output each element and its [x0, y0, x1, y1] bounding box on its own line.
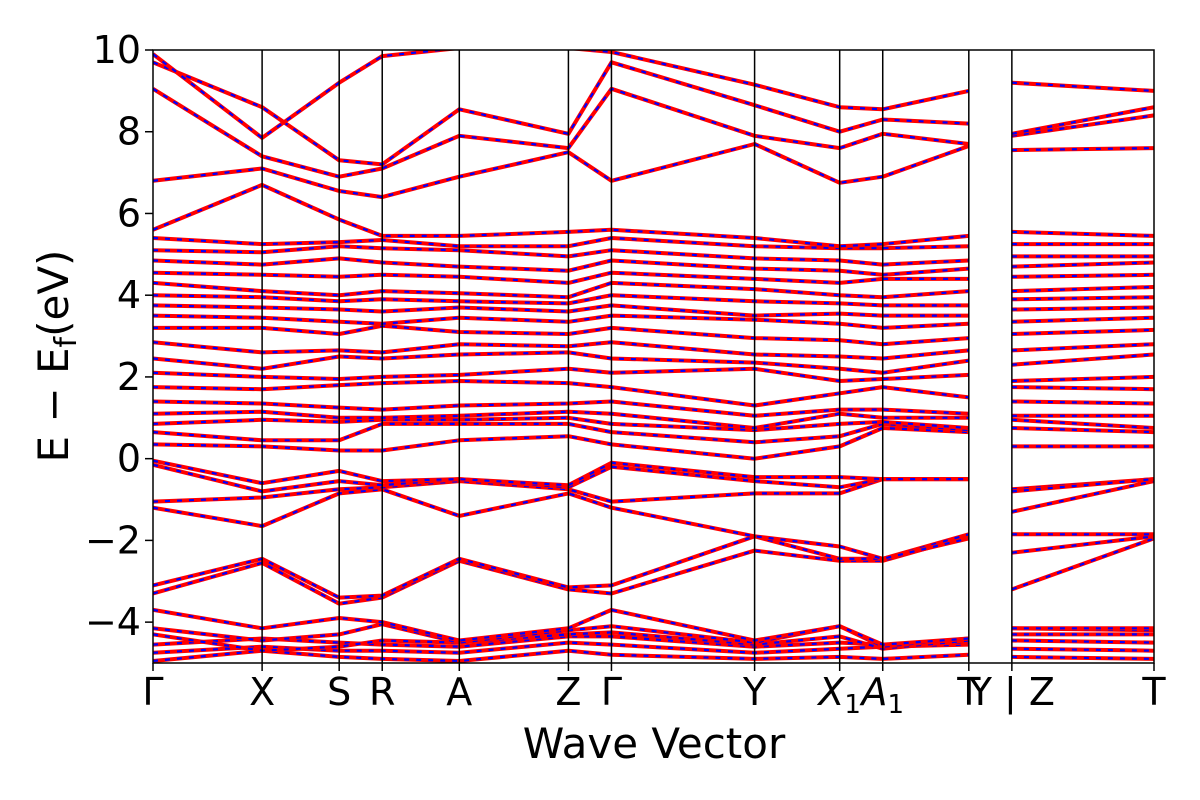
band-line-11-seg-1 — [1011, 477, 1154, 494]
band-line-34-seg-1 — [1011, 80, 1154, 93]
band-overlay-27-seg-0 — [153, 257, 969, 276]
band-overlay-25-seg-0 — [153, 281, 969, 299]
xtick-label-2: S — [327, 670, 351, 714]
band-line-8-seg-0 — [153, 487, 970, 561]
band-line-1-seg-1 — [1011, 646, 1154, 653]
y-axis-ticks: −4 −2 0 2 4 6 8 10 — [85, 28, 153, 644]
band-line-32-seg-1 — [1011, 113, 1154, 138]
bands-layer — [153, 50, 1154, 663]
band-line-0-seg-1 — [1011, 654, 1154, 661]
xtick-label-5: Z — [555, 670, 581, 714]
xtick-label-12: T — [1141, 670, 1166, 714]
band-overlay-17-seg-0 — [153, 379, 969, 407]
band-overlay-24-seg-0 — [153, 294, 969, 307]
band-overlay-21-seg-0 — [153, 324, 969, 346]
ytick-label-6: 8 — [117, 110, 141, 154]
band-overlay-33-seg-1 — [1011, 106, 1154, 135]
band-overlay-12-seg-0 — [153, 426, 969, 460]
band-overlay-20-seg-0 — [153, 341, 969, 360]
band-line-34-seg-0 — [153, 50, 970, 140]
xtick-label-7: Y — [742, 670, 767, 714]
band-line-17-seg-1 — [1011, 385, 1154, 392]
xtick-label-6: Γ — [601, 670, 622, 714]
ytick-label-1: −2 — [85, 518, 141, 562]
band-overlay-7-seg-0 — [153, 533, 970, 599]
band-line-27-seg-1 — [1011, 260, 1154, 269]
band-line-19-seg-1 — [1011, 352, 1154, 367]
band-overlay-14-seg-0 — [153, 416, 969, 432]
xtick-label-sub-8: 1 — [844, 690, 861, 720]
band-line-21-seg-1 — [1011, 327, 1154, 336]
xtick-label-10: T — [956, 670, 981, 714]
ytick-label-4: 4 — [117, 273, 141, 317]
xtick-label-9: A1 — [858, 670, 904, 720]
band-line-30-seg-1 — [1011, 229, 1154, 238]
band-line-14-seg-1 — [1011, 417, 1154, 430]
band-line-25-seg-1 — [1011, 285, 1154, 294]
band-line-18-seg-1 — [1011, 374, 1154, 383]
band-overlay-9-seg-0 — [153, 478, 969, 503]
xtick-label-8: X1 — [816, 670, 861, 720]
band-overlay-18-seg-0 — [153, 367, 969, 383]
band-overlay-11-seg-0 — [153, 459, 969, 487]
band-overlay-29-seg-0 — [153, 236, 969, 250]
kpoint-lines — [261, 50, 1013, 663]
ytick-label-5: 6 — [117, 191, 141, 235]
x-axis-title: Wave Vector — [523, 719, 786, 768]
band-overlay-30-seg-0 — [153, 183, 969, 248]
band-overlay-13-seg-0 — [153, 422, 969, 444]
ytick-label-3: 2 — [117, 355, 141, 399]
band-overlay-9-seg-1 — [1011, 480, 1154, 513]
band-line-22-seg-1 — [1011, 315, 1154, 324]
band-overlay-22-seg-0 — [153, 314, 969, 330]
y-axis-title: E − Ef(eV) — [29, 250, 84, 463]
ytick-label-0: −4 — [85, 600, 141, 644]
xtick-label-11: Y | Z — [968, 670, 1055, 715]
band-line-31-seg-1 — [1011, 146, 1154, 153]
xtick-label-main-8: X — [816, 670, 845, 714]
band-overlay-2-seg-0 — [153, 635, 969, 648]
band-overlay-23-seg-0 — [153, 304, 969, 317]
band-overlay-26-seg-0 — [153, 271, 969, 285]
band-line-24-seg-1 — [1011, 295, 1154, 302]
y-axis-title-main: E − E — [29, 347, 78, 462]
y-axis-title-subscript: f — [49, 335, 84, 347]
ytick-label-2: 0 — [117, 437, 141, 481]
band-line-23-seg-1 — [1011, 305, 1154, 312]
band-overlay-15-seg-0 — [153, 410, 969, 430]
band-line-2-seg-1 — [1011, 638, 1154, 645]
band-overlay-33-seg-0 — [153, 61, 969, 166]
xtick-label-main-9: A — [858, 670, 887, 714]
xtick-label-1: X — [249, 670, 275, 714]
ytick-label-7: 10 — [93, 28, 141, 72]
band-line-26-seg-1 — [1011, 272, 1154, 279]
band-overlay-16-seg-0 — [153, 400, 969, 417]
band-line-7-seg-1 — [1011, 534, 1154, 555]
band-line-20-seg-0 — [153, 340, 969, 361]
xtick-label-3: R — [369, 670, 395, 714]
band-overlay-34-seg-0 — [153, 50, 970, 140]
band-overlay-6-seg-1 — [1011, 537, 1154, 591]
xtick-label-sub-9: 1 — [887, 690, 904, 720]
band-line-16-seg-1 — [1011, 399, 1154, 406]
band-overlay-31-seg-0 — [153, 142, 970, 199]
band-overlay-28-seg-0 — [153, 245, 969, 266]
band-line-13-seg-1 — [1011, 426, 1154, 435]
band-overlay-8-seg-0 — [153, 488, 970, 560]
band-line-20-seg-1 — [1011, 342, 1154, 353]
xtick-label-0: Γ — [142, 670, 163, 714]
y-axis-title-unit: (eV) — [29, 250, 78, 337]
band-line-30-seg-0 — [153, 182, 969, 249]
xtick-label-4: A — [446, 670, 472, 714]
plot-frame — [152, 49, 1155, 664]
